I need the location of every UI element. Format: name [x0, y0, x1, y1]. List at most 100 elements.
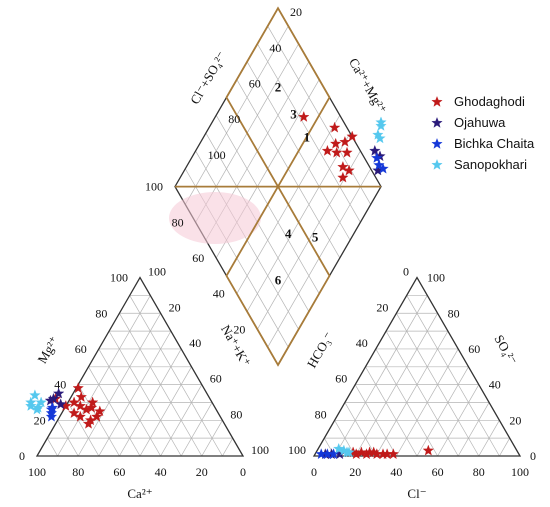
cation-triangle-frame — [35, 276, 245, 457]
sanopokhari-diamond-point — [375, 119, 387, 131]
cation-mg-tick: 20 — [34, 413, 46, 427]
anion-so4-tick: 100 — [427, 271, 445, 285]
anion-grid-line — [334, 420, 356, 457]
anion-grid-line — [416, 366, 469, 457]
ghodaghodi-diamond-point — [321, 144, 334, 156]
blue-star-icon — [431, 138, 443, 149]
ghodaghodi-diamond-point — [341, 146, 353, 158]
ghodaghodi-cation-point — [68, 396, 80, 408]
ojahuwa-cation-point — [55, 398, 67, 410]
anion-cl-tick: 100 — [511, 465, 529, 479]
anion-hco3-tick: 60 — [335, 372, 347, 386]
cation-grid-line — [108, 330, 182, 457]
anion-cl-tick: 80 — [473, 465, 485, 479]
ghodaghodi-diamond-point — [331, 146, 343, 158]
anion-triangle-frame — [312, 276, 522, 457]
cation-grid-line — [57, 295, 151, 457]
bichka-chaita-cation-point — [46, 401, 59, 413]
cation-grid-line — [180, 402, 213, 457]
sanopokhari-anion-point — [333, 442, 345, 454]
anion-so4-tick: 20 — [509, 413, 521, 427]
cyan-star-icon — [431, 159, 443, 170]
legend-label-sanopokhari: Sanopokhari — [454, 157, 527, 172]
sanopokhari-cation-point — [35, 396, 47, 408]
navy-star-icon — [431, 117, 443, 128]
red-star-icon — [431, 96, 443, 107]
ghodaghodi-diamond-point — [337, 161, 349, 172]
ghodaghodi-cation-point — [75, 391, 87, 402]
cation-grid-line — [98, 348, 161, 457]
sanopokhari-anion-point — [341, 446, 353, 458]
point-layer — [25, 111, 435, 460]
ghodaghodi-cation-point — [72, 382, 84, 394]
diamond-right-tick: 80 — [228, 112, 240, 126]
anion-hco3-tick: 40 — [356, 336, 368, 350]
cation-na-tick: 60 — [210, 372, 222, 386]
cation-z-label: Na⁺+K⁺ — [218, 322, 254, 369]
bichka-chaita-anion-point — [327, 448, 340, 460]
cation-na-tick: 100 — [251, 443, 269, 457]
anion-grid-line — [344, 402, 377, 457]
region-label-1: 1 — [304, 130, 311, 145]
region-label-3: 3 — [290, 106, 297, 121]
cation-grid-line — [129, 295, 223, 457]
cation-ca-tick: 20 — [196, 465, 208, 479]
ghodaghodi-diamond-point — [337, 171, 349, 183]
diamond-right-tick: 100 — [208, 148, 226, 162]
legend-label-ghodaghodi: Ghodaghodi — [454, 94, 525, 109]
diamond-left-tick: 20 — [233, 322, 245, 336]
cation-na-tick: 40 — [189, 336, 201, 350]
region-label-2: 2 — [275, 80, 282, 95]
cation-ca-tick: 0 — [240, 465, 246, 479]
cation-na-tick: 100 — [148, 265, 166, 279]
anion-so4-tick: 80 — [448, 306, 460, 320]
anion-grid-line — [385, 330, 459, 457]
cation-ca-tick: 60 — [113, 465, 125, 479]
anion-hco3-tick: 20 — [376, 300, 388, 314]
anion-grid-line — [375, 330, 449, 457]
anion-z-label: HCO₃⁻ — [304, 329, 336, 370]
ghodaghodi-cation-point — [68, 407, 80, 418]
legend-label-ojahuwa: Ojahuwa — [454, 115, 506, 130]
bichka-chaita-diamond-point — [371, 152, 383, 163]
diamond-right-label: Ca²⁺+Mg²⁺ — [346, 55, 390, 116]
grid-layer — [35, 6, 522, 457]
ojahuwa-diamond-point — [369, 144, 381, 156]
cation-x-label: Ca²⁺ — [127, 486, 152, 501]
sample-highlight — [169, 192, 261, 244]
region-label-5: 5 — [312, 230, 319, 245]
anion-grid-line — [499, 437, 511, 457]
ojahuwa-cation-point — [52, 387, 65, 399]
cation-grid-line — [139, 366, 192, 457]
ghodaghodi-diamond-point — [298, 111, 310, 122]
cation-grid-line — [98, 330, 172, 457]
region-label-6: 6 — [275, 272, 282, 287]
ghodaghodi-diamond-point — [346, 130, 358, 142]
ghodaghodi-cation-point — [86, 396, 99, 408]
anion-grid-line — [457, 402, 490, 457]
diamond-left-tick: 80 — [172, 215, 184, 229]
sanopokhari-cation-point — [25, 396, 37, 408]
sanopokhari-cation-point — [25, 400, 37, 411]
anion-grid-line — [406, 295, 500, 457]
cation-ca-tick: 80 — [72, 465, 84, 479]
cation-mg-tick: 80 — [95, 306, 107, 320]
sanopokhari-diamond-point — [374, 132, 386, 144]
cation-na-tick: 80 — [230, 407, 242, 421]
anion-grid-line — [365, 366, 418, 457]
bichka-chaita-cation-point — [45, 410, 58, 422]
ghodaghodi-anion-point — [363, 446, 376, 458]
cation-grid-line — [57, 420, 79, 457]
region-label-4: 4 — [285, 226, 292, 241]
ghodaghodi-cation-point — [91, 410, 103, 422]
ghodaghodi-diamond-point — [339, 136, 351, 147]
diamond-left-tick: 40 — [213, 287, 225, 301]
ghodaghodi-cation-point — [94, 405, 106, 417]
cation-grid-line — [119, 313, 203, 457]
anion-hco3-tick: 80 — [315, 407, 327, 421]
cation-na-tick: 20 — [169, 300, 181, 314]
anion-cl-tick: 0 — [311, 465, 317, 479]
ghodaghodi-diamond-point — [329, 137, 342, 149]
